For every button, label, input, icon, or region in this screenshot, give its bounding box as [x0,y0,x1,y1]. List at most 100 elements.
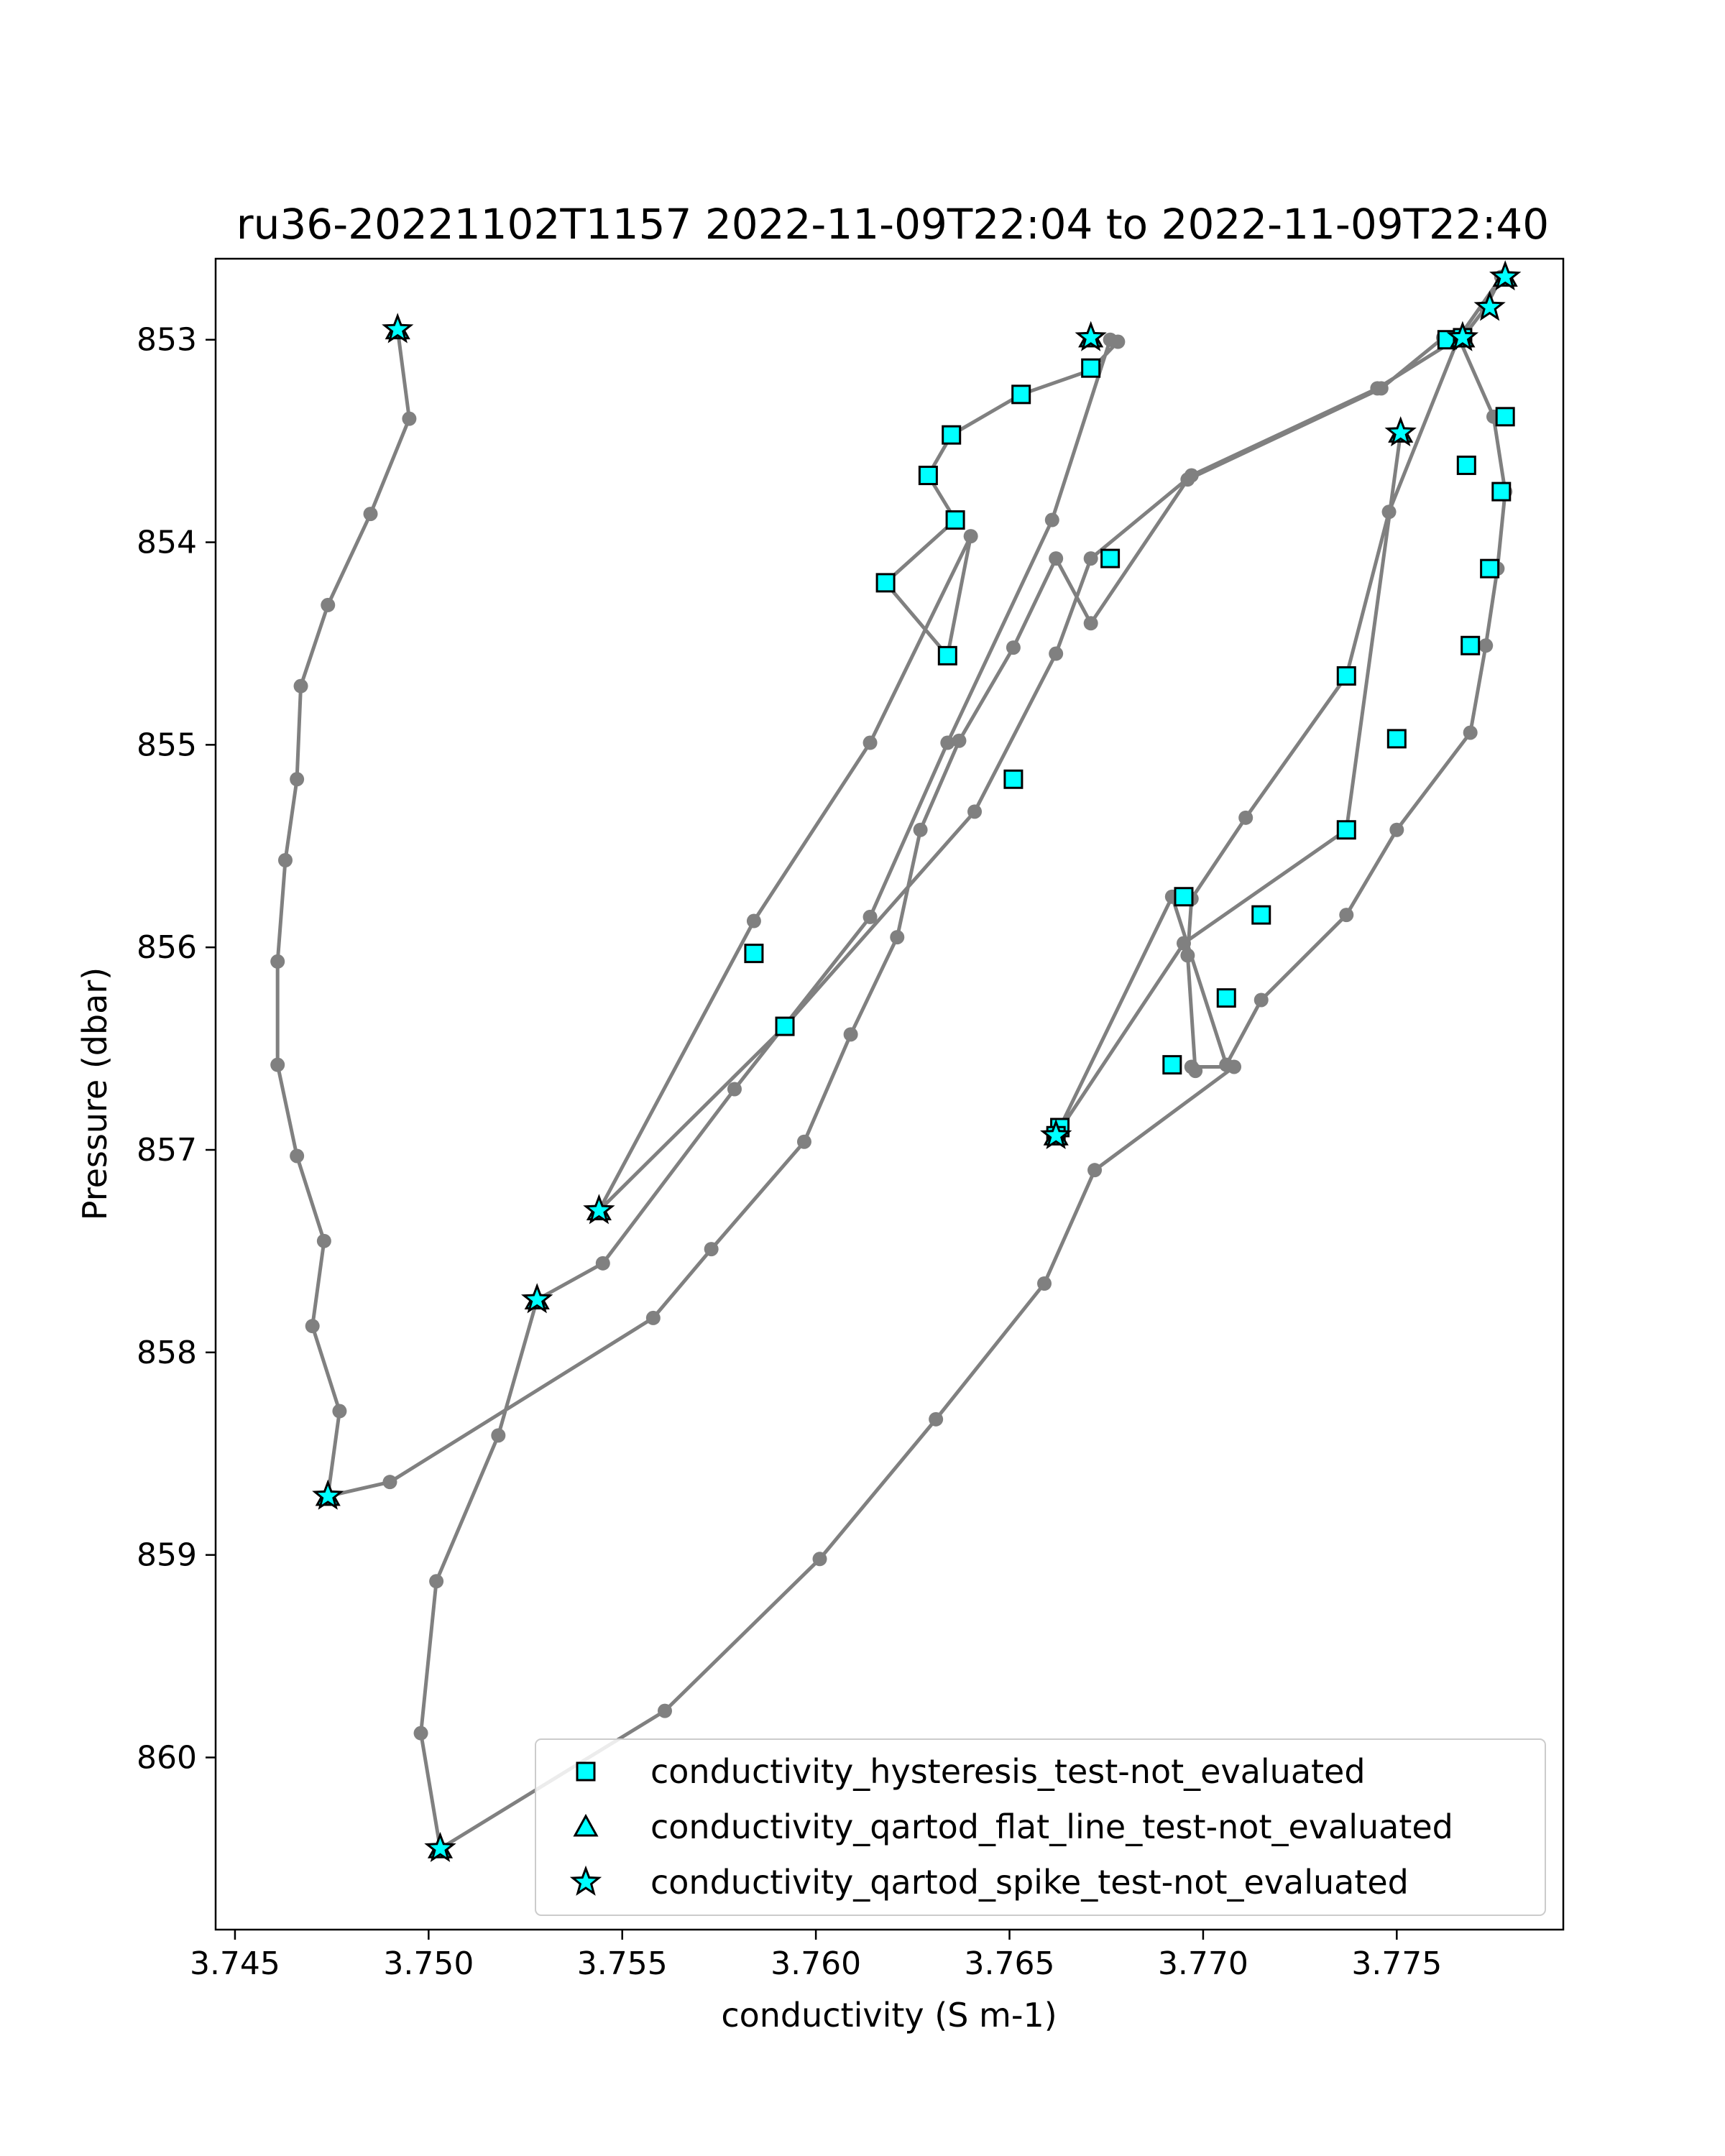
y-tick-label: 858 [137,1335,197,1371]
profile-point [270,1057,285,1072]
profile-point [1083,616,1098,631]
profile-point [1370,381,1385,396]
profile-point [1339,908,1354,923]
square-marker [937,645,957,665]
profile-point [1463,725,1478,740]
chart-title: ru36-20221102T1157 2022-11-09T22:04 to 2… [236,200,1549,249]
x-axis-ticks: 3.745 3.750 3.755 3.760 3.765 3.770 3.775 [190,1930,1442,1982]
profile-point [812,1552,827,1567]
profile-point [1184,1059,1199,1074]
y-tick-label: 856 [137,929,197,966]
y-tick-label: 854 [137,525,197,561]
x-tick-label: 3.770 [1158,1945,1248,1982]
profile-point [402,411,417,426]
square-marker [1386,729,1407,749]
legend-label: conductivity_qartod_flat_line_test-not_e… [650,1807,1453,1846]
profile-point [305,1319,320,1334]
square-marker [875,573,896,593]
profile-point [1184,468,1199,483]
square-marker [1491,482,1512,502]
x-axis-label: conductivity (S m-1) [721,1996,1057,2035]
legend-triangle-marker [573,1813,599,1837]
square-marker [1216,988,1236,1008]
legend-box [535,1738,1546,1916]
star-marker [1384,416,1417,447]
square-marker [775,1016,795,1036]
profile-point [290,1148,305,1164]
star-marker [312,1479,344,1510]
square-marker [1336,666,1356,686]
square-marker [1081,358,1101,378]
x-tick-label: 3.755 [577,1945,668,1982]
profile-point [491,1428,506,1443]
profile-point [1087,1163,1103,1178]
x-tick-label: 3.745 [190,1945,280,1982]
star-marker [1473,290,1506,321]
star-marker [424,1832,456,1863]
square-marker [918,466,938,486]
square-marker [1336,820,1356,840]
profile-point [293,678,308,694]
star-marker [1489,260,1522,291]
square-marker [1480,558,1500,579]
profile-point [1389,822,1404,837]
profile-point [1219,1057,1234,1072]
x-tick-label: 3.765 [965,1945,1055,1982]
x-tick-label: 3.775 [1351,1945,1442,1982]
legend-items: conductivity_hysteresis_test-not_evaluat… [569,1752,1453,1902]
star-marker [1075,321,1107,351]
star-marker [521,1283,553,1314]
profile-point [1238,810,1254,825]
profile-point [658,1703,672,1718]
square-marker [1460,635,1481,655]
square-marker [942,425,962,445]
x-tick-label: 3.760 [770,1945,861,1982]
profile-point [1180,948,1195,963]
y-tick-label: 853 [137,322,197,359]
profile-point [913,822,928,837]
square-marker [1003,769,1024,789]
profile-point [929,1411,944,1427]
y-tick-label: 855 [137,727,197,763]
y-axis-ticks: 853 854 855 856 857 858 859 860 [137,322,216,1776]
flag-marker-layer [312,260,1522,1863]
profile-point [321,597,336,612]
profile-point [843,1027,858,1042]
square-marker [1011,384,1031,405]
star-marker [583,1194,615,1225]
profile-point [363,507,378,522]
profile-point [796,1134,811,1149]
profile-point [595,1256,610,1271]
plot-area [270,260,1522,1863]
profile-point [1037,1276,1052,1291]
y-tick-label: 860 [137,1739,197,1776]
square-marker [1162,1055,1182,1075]
square-marker [945,510,965,530]
profile-point [1110,334,1126,349]
profile-point [952,733,967,748]
profile-point [727,1082,742,1097]
profile-point [413,1726,428,1741]
profile-point [940,735,955,750]
profile-point [1381,505,1397,520]
profile-point [746,913,761,929]
profile-point [1006,640,1021,655]
profile-point [277,853,293,867]
x-tick-label: 3.750 [383,1945,474,1982]
square-marker [744,944,764,964]
star-marker [1040,1119,1072,1150]
profile-point [1478,638,1494,653]
profile-point [645,1310,661,1325]
profile-point [1049,551,1064,566]
y-tick-label: 859 [137,1537,197,1574]
star-marker [1446,321,1479,351]
legend-square-marker [576,1761,596,1782]
profile-point [1083,551,1098,566]
profile-point [963,529,978,544]
profile-point [290,772,305,787]
profile-point [704,1242,719,1257]
square-marker [1251,905,1271,925]
profile-point [862,909,878,924]
y-axis-label: Pressure (dbar) [75,967,114,1220]
